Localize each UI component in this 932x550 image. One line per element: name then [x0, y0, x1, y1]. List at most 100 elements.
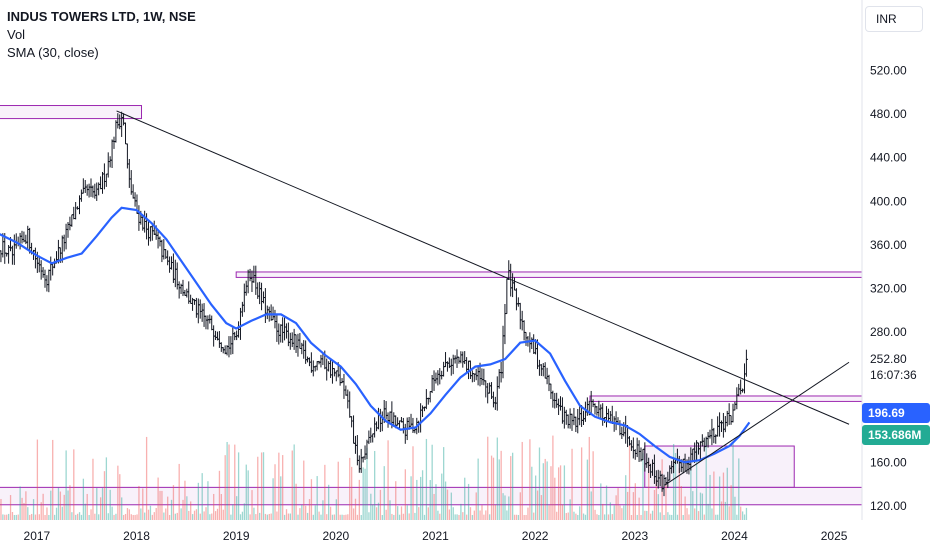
volume-bar: [487, 436, 489, 520]
symbol-title[interactable]: INDUS TOWERS LTD, 1W, NSE: [7, 9, 196, 24]
volume-bar: [649, 513, 652, 520]
volume-bar: [366, 447, 368, 520]
volume-bar: [521, 441, 523, 520]
volume-bar: [471, 514, 474, 520]
volume-bar: [559, 465, 562, 520]
volume-bar: [55, 507, 58, 520]
last-price-label: 252.80: [870, 352, 907, 366]
volume-bar: [676, 514, 679, 520]
volume-bar: [393, 514, 395, 520]
volume-bar: [617, 488, 619, 520]
volume-bar: [441, 473, 443, 520]
volume-bar: [111, 506, 113, 520]
volume-bar: [308, 499, 311, 520]
volume-bar: [565, 513, 567, 520]
volume-bar: [247, 470, 249, 520]
volume-bar: [2, 514, 4, 520]
volume-bar: [50, 490, 52, 520]
volume-bar: [588, 436, 590, 520]
volume-bar: [339, 514, 341, 520]
volume-bar: [717, 514, 719, 520]
volume-bar: [483, 514, 485, 520]
volume-bar: [437, 510, 439, 520]
volume-bar: [42, 493, 44, 520]
volume-bar: [209, 514, 211, 520]
volume-bar: [598, 514, 600, 520]
volume-bar: [312, 514, 314, 520]
bar-countdown-label: 16:07:36: [870, 368, 917, 382]
volume-bar: [573, 511, 575, 520]
volume-bar: [439, 513, 441, 520]
volume-bar: [149, 505, 152, 520]
currency-selector[interactable]: INR: [865, 6, 923, 32]
volume-bar: [579, 506, 581, 520]
volume-bar: [722, 472, 725, 520]
volume-bar: [61, 506, 63, 520]
volume-bar: [11, 511, 14, 520]
volume-bar: [460, 503, 462, 520]
volume-bar: [592, 451, 594, 520]
volume-bar: [671, 514, 673, 520]
volume-bar: [17, 514, 19, 520]
volume-bar: [153, 512, 155, 520]
volume-bar: [134, 514, 136, 520]
volume-indicator-label[interactable]: Vol: [7, 27, 26, 42]
volume-bar: [602, 503, 604, 520]
volume-bar: [395, 481, 397, 520]
volume-bar: [515, 514, 518, 520]
volume-bar: [73, 449, 75, 520]
volume-bar: [580, 447, 583, 520]
volume-bar: [155, 508, 157, 520]
volume-bar: [720, 501, 723, 520]
volume-bar: [105, 457, 108, 520]
volume-bar: [569, 499, 571, 520]
volume-bar: [335, 499, 337, 520]
volume-bar: [506, 510, 508, 520]
volume-bar: [404, 469, 406, 520]
volume-bar: [619, 505, 621, 520]
volume-bar: [657, 494, 659, 520]
volume-bar: [295, 483, 297, 520]
volume-bar: [94, 513, 96, 520]
volume-bar: [623, 505, 625, 520]
volume-bar: [542, 463, 544, 520]
volume-bar: [237, 452, 240, 520]
volume-bar: [603, 514, 606, 520]
volume-bar: [360, 514, 362, 520]
sma-indicator-label[interactable]: SMA (30, close): [7, 45, 99, 60]
volume-bar: [98, 514, 100, 520]
volume-bar: [151, 514, 154, 520]
volume-bar: [241, 511, 244, 520]
volume-bar: [607, 514, 610, 520]
volume-bar: [626, 491, 629, 520]
y-tick-label: 160.00: [870, 455, 907, 469]
volume-bar: [391, 513, 393, 520]
volume-bar: [257, 456, 259, 520]
volume-bar: [621, 508, 623, 520]
volume-bar: [199, 513, 201, 520]
volume-bar: [563, 465, 566, 520]
volume-bar: [477, 458, 479, 520]
volume-bar: [101, 488, 104, 520]
volume-bar: [191, 514, 194, 520]
volume-bar: [21, 497, 23, 520]
volume-bar: [201, 473, 203, 520]
volume-bar: [90, 509, 92, 520]
volume-bar: [285, 509, 288, 520]
volume-bar: [741, 511, 744, 520]
volume-bar: [168, 514, 171, 520]
volume-bar: [333, 514, 336, 520]
volume-bar: [561, 504, 564, 520]
volume-bar: [423, 514, 426, 520]
volume-bar: [214, 511, 217, 520]
volume-bar: [103, 471, 106, 520]
volume-bar: [397, 506, 399, 520]
volume-bar: [368, 512, 370, 520]
volume-bar: [318, 511, 320, 520]
volume-bar: [571, 448, 573, 520]
volume-bar: [289, 513, 291, 520]
volume-bar: [251, 490, 253, 520]
volume-bar: [213, 493, 215, 520]
volume-bar: [651, 510, 654, 520]
